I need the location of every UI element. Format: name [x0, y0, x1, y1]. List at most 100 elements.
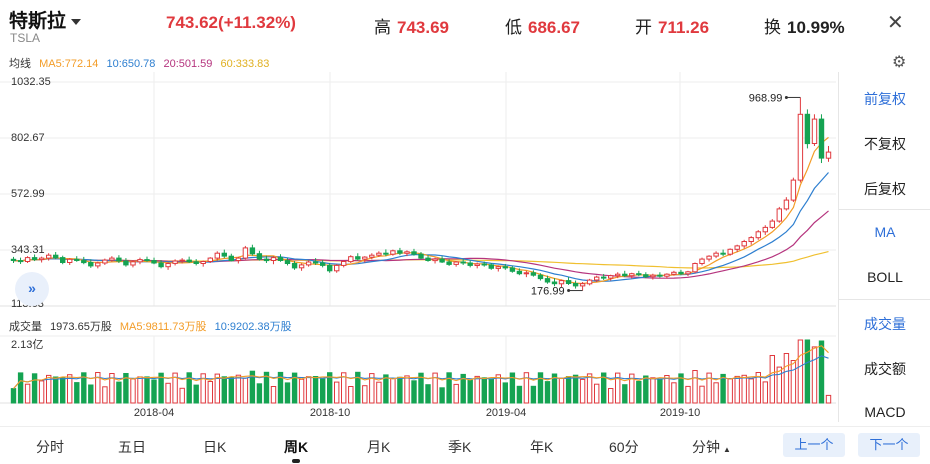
open-label: 开 — [635, 18, 652, 37]
volume-bar — [629, 373, 635, 404]
candle — [601, 276, 607, 279]
volume-bar — [102, 386, 108, 404]
tab-daily-k[interactable]: 日K — [203, 439, 227, 455]
y-tick-label: 343.31 — [11, 244, 45, 256]
candle — [298, 264, 305, 269]
prev-button[interactable]: 上一个 — [783, 433, 845, 457]
volume-bar — [439, 387, 445, 404]
candle — [748, 237, 754, 243]
turnover-stat: 换 10.99% — [764, 13, 845, 38]
tab-intraday[interactable]: 分时 — [36, 439, 64, 455]
candle — [320, 262, 326, 266]
next-button[interactable]: 下一个 — [858, 433, 920, 457]
kline-chart[interactable]: 1032.35802.67572.99343.31113.63968.99176… — [0, 72, 836, 426]
candle — [804, 113, 811, 145]
candle — [228, 255, 235, 262]
volume-bar — [291, 372, 298, 404]
candle — [200, 261, 206, 264]
candle — [439, 258, 445, 263]
candle — [137, 259, 143, 263]
tab-weekly-k[interactable]: 周K — [284, 439, 309, 463]
candle — [214, 252, 221, 259]
stock-name-selector[interactable]: 特斯拉 — [9, 6, 82, 33]
candle — [755, 231, 761, 239]
option-ma[interactable]: MA — [874, 224, 896, 240]
volume-bar — [811, 346, 818, 404]
volume-bar — [460, 373, 466, 404]
option-boll[interactable]: BOLL — [867, 269, 903, 285]
volume-bar — [397, 376, 403, 404]
volume-bar — [334, 381, 340, 404]
volume-bar — [769, 355, 775, 404]
tab-monthly-k[interactable]: 月K — [367, 439, 391, 455]
candle — [334, 264, 340, 272]
candle — [699, 258, 705, 265]
candle — [67, 258, 73, 264]
caret-up-icon[interactable]: ▲ — [723, 445, 731, 454]
volume-bar — [762, 381, 768, 404]
caret-down-icon[interactable] — [71, 18, 82, 25]
option-forward-adjusted[interactable]: 前复权 — [864, 91, 906, 107]
tab-five-day[interactable]: 五日 — [118, 439, 146, 455]
collapse-panel-icon[interactable]: » — [15, 272, 49, 306]
close-icon[interactable]: ✕ — [887, 12, 904, 34]
candle — [544, 278, 551, 283]
volume-bar — [341, 372, 347, 404]
volume-bar — [572, 374, 579, 404]
stock-name[interactable]: 特斯拉 — [9, 11, 67, 32]
tab-quarterly-k[interactable]: 季K — [448, 439, 472, 455]
volume-bar — [818, 340, 825, 404]
tab-60min[interactable]: 60分 — [609, 439, 639, 455]
candle — [502, 266, 509, 269]
volume-bar — [137, 376, 143, 404]
volume-bar — [516, 385, 523, 404]
candle — [242, 247, 249, 259]
annotation-dot — [567, 289, 571, 293]
volume-bar — [650, 377, 656, 404]
turnover-label: 换 — [764, 18, 781, 37]
volume-bar — [411, 380, 417, 404]
volume-bar — [207, 381, 214, 404]
tab-minute-label[interactable]: 分钟 — [692, 439, 720, 455]
open-stat: 开 711.26 — [635, 13, 709, 38]
candle — [776, 208, 782, 222]
volume-bar — [418, 372, 424, 404]
volume-bar — [643, 375, 649, 404]
volume-bar — [256, 383, 263, 404]
turnover-value: 10.99% — [787, 18, 845, 37]
candle — [594, 276, 600, 281]
option-turnover[interactable]: 成交额 — [864, 361, 906, 377]
candle — [88, 262, 94, 267]
volume-ma10: 10:9202.38万股 — [214, 321, 292, 333]
option-backward-adjusted[interactable]: 后复权 — [864, 181, 906, 197]
candle — [811, 118, 818, 144]
x-tick-label: 2018-10 — [310, 407, 350, 419]
volume-bar — [797, 339, 804, 404]
volume-bar — [495, 374, 502, 404]
volume-bar — [10, 388, 17, 404]
low-stat: 低 686.67 — [505, 13, 580, 38]
candle — [24, 257, 31, 263]
volume-bar — [130, 378, 136, 404]
tab-minute[interactable]: 分钟 ▲ — [692, 437, 731, 457]
volume-bar — [748, 378, 754, 404]
volume-bar — [685, 385, 691, 404]
candle — [685, 271, 691, 275]
annotation-label: 968.99 — [749, 92, 783, 104]
volume-bar — [151, 379, 157, 404]
option-macd[interactable]: MACD — [864, 404, 906, 420]
gear-icon[interactable]: ⚙ — [892, 54, 907, 71]
volume-bar — [783, 353, 790, 404]
option-unadjusted[interactable]: 不复权 — [864, 136, 906, 152]
ma10-value: 10:650.78 — [106, 58, 156, 70]
volume-bar — [699, 385, 705, 404]
candle — [453, 261, 459, 265]
candle — [474, 263, 480, 266]
volume-bar — [355, 371, 361, 404]
candle — [432, 258, 438, 262]
candle — [460, 261, 466, 264]
option-volume[interactable]: 成交量 — [864, 316, 906, 332]
tab-yearly-k[interactable]: 年K — [530, 439, 554, 455]
candle — [425, 257, 431, 262]
y-tick-label: 1032.35 — [11, 76, 51, 88]
